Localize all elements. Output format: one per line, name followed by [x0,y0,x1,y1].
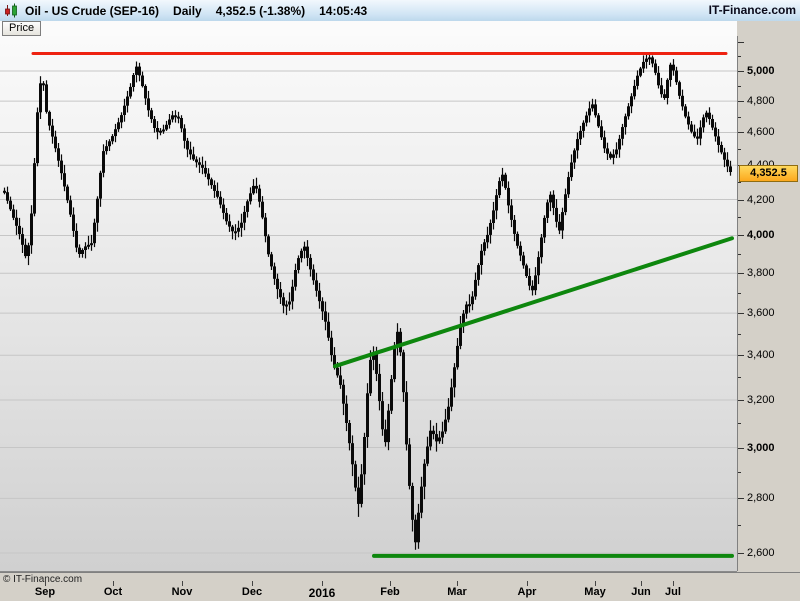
time-axis-label-feb: Feb [380,586,400,598]
time-axis-tick [641,581,642,586]
price-axis-major-tick [738,273,744,275]
time-axis-tick [182,581,183,586]
last-price-tag: 4,352.5 [739,165,798,183]
time-axis-tick [45,581,46,586]
price-axis-minor-tick [738,377,741,379]
price-axis-label: 2,800 [747,492,775,505]
price-axis-minor-tick [738,292,741,294]
price-axis-major-tick [738,498,744,500]
price-axis-major-tick [738,199,744,201]
price-axis-label: 4,000 [747,229,775,242]
price-bars-series [3,53,732,550]
time-axis-label-2016: 2016 [308,586,336,600]
quote-time: 14:05:43 [319,3,368,18]
price-axis-minor-tick [738,116,741,118]
tab-row: Price [0,21,737,36]
time-axis-label-sep: Sep [34,586,56,598]
price-axis-minor-tick [738,85,741,87]
time-axis-label-dec: Dec [241,586,263,598]
price-axis-major-tick [738,399,744,401]
instrument-name: Oil - US Crude (SEP-16) [25,3,160,18]
time-axis-label-jun: Jun [631,586,651,598]
price-axis-label: 2,600 [747,546,775,559]
price-axis-label: 5,000 [747,65,775,78]
price-axis-label: 4,600 [747,126,775,139]
time-axis-label-mar: Mar [447,586,467,598]
price-axis-major-tick [738,313,744,315]
price-axis-minor-tick [738,525,741,527]
time-axis-tick [457,581,458,586]
time-axis-label-apr: Apr [517,586,537,598]
price-axis-label: 3,200 [747,393,775,406]
price-axis-major-tick [738,101,744,103]
time-axis[interactable]: © IT-Finance.com Sep Oct Nov Dec 2016 Feb Mar A… [0,572,800,601]
price-axis-label: 3,400 [747,349,775,362]
time-axis-tick [113,581,114,586]
price-axis-major-tick [738,71,744,73]
price-chart-canvas[interactable] [0,36,737,571]
price-axis-label: 4,800 [747,95,775,108]
price-axis-major-tick [738,42,744,44]
price-axis-minor-tick [738,182,741,184]
price-axis-minor-tick [738,472,741,474]
price-axis-minor-tick [738,254,741,256]
last-price-and-change: 4,352.5 (-1.38%) [215,3,306,18]
candlestick-icon [5,3,17,18]
time-axis-tick [322,581,323,586]
price-axis-major-tick [738,552,744,554]
time-axis-label-jul: Jul [665,586,681,598]
price-axis-minor-tick [738,423,741,425]
price-axis-label: 3,600 [747,307,775,320]
rising-support-trendline[interactable] [333,236,734,369]
time-axis-tick [595,581,596,586]
price-axis-major-tick [738,355,744,357]
price-axis-minor-tick [738,217,741,219]
price-axis-label: 3,000 [747,441,775,454]
time-axis-tick [527,581,528,586]
axis-corner [737,21,800,36]
tab-price[interactable]: Price [2,21,42,36]
price-axis-label: 4,200 [747,193,775,206]
price-axis-major-tick [738,447,744,449]
copyright-watermark: © IT-Finance.com [3,574,83,585]
price-axis-minor-tick [738,56,741,58]
time-axis-label-oct: Oct [103,586,123,598]
price-axis-label: 3,800 [747,267,775,280]
time-axis-label-may: May [584,586,606,598]
price-axis-minor-tick [738,148,741,150]
timeframe-label: Daily [173,3,202,18]
price-axis-major-tick [738,132,744,134]
time-axis-tick [390,581,391,586]
brand-label: IT-Finance.com [708,3,796,17]
time-axis-tick [252,581,253,586]
price-axis[interactable]: 4,352.5 2,600 2,800 3,000 3,200 3,400 3,600 3,… [737,36,800,571]
time-axis-tick [673,581,674,586]
chart-plot-area[interactable] [0,36,737,572]
price-axis-minor-tick [738,333,741,335]
chart-title-bar: Oil - US Crude (SEP-16) Daily 4,352.5 (-… [0,0,800,22]
price-axis-major-tick [738,235,744,237]
time-axis-label-nov: Nov [171,586,193,598]
